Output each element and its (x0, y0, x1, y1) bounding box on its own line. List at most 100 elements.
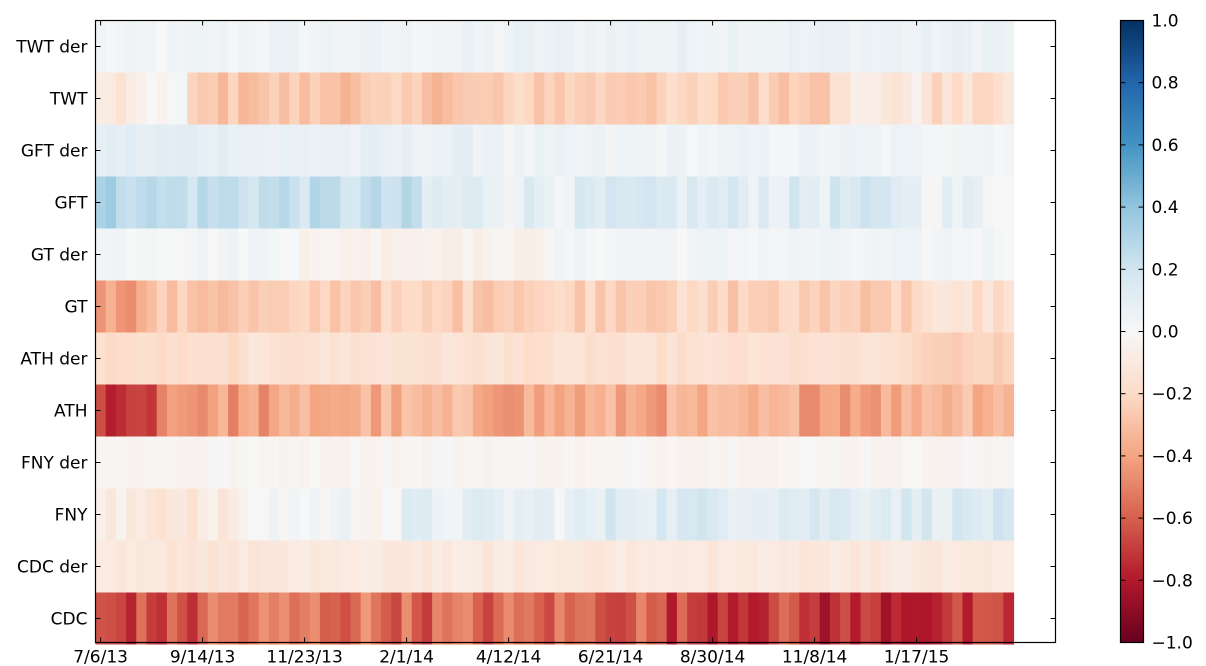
heatmap-cell (595, 540, 607, 593)
heatmap-cell (636, 228, 647, 281)
heatmap-cell (738, 280, 749, 333)
heatmap-cell (534, 124, 545, 177)
heatmap-cell (666, 176, 678, 229)
heatmap-cell (187, 540, 199, 593)
heatmap-cell (156, 20, 168, 73)
heatmap-cell (717, 228, 729, 281)
heatmap-cell (452, 488, 464, 541)
heatmap-cell (432, 592, 443, 645)
heatmap-cell (330, 124, 341, 177)
heatmap-cell (829, 20, 841, 73)
heatmap-cell (319, 436, 331, 489)
heatmap-cell (105, 280, 117, 333)
heatmap-cell (554, 228, 566, 281)
heatmap-cell (697, 20, 709, 73)
heatmap-cell (248, 540, 260, 593)
heatmap-cell (697, 332, 709, 385)
heatmap-cell (646, 436, 658, 489)
heatmap-cell (952, 592, 964, 645)
heatmap-cell (1003, 540, 1015, 593)
heatmap-cell (921, 488, 933, 541)
heatmap-cell (381, 436, 392, 489)
heatmap-cell (432, 384, 443, 437)
heatmap-cells (95, 20, 1015, 645)
heatmap-cell (911, 280, 923, 333)
heatmap-cell (228, 332, 239, 385)
heatmap-cell (462, 384, 474, 437)
heatmap-cell (391, 332, 403, 385)
heatmap-cell (268, 176, 280, 229)
colorbar-tick-label: −0.8 (1152, 571, 1193, 591)
heatmap-cell (228, 124, 239, 177)
heatmap-cell (850, 72, 862, 125)
heatmap-cell (819, 228, 831, 281)
heatmap-cell (228, 228, 239, 281)
heatmap-cell (585, 436, 596, 489)
heatmap-cell (748, 124, 760, 177)
heatmap-cell (452, 228, 464, 281)
heatmap-cell (238, 20, 250, 73)
heatmap-cell (840, 436, 851, 489)
row-label: GFT der (21, 142, 88, 162)
heatmap-cell (717, 384, 729, 437)
heatmap-cell (748, 540, 760, 593)
heatmap-cell (768, 540, 780, 593)
heatmap-cell (217, 488, 229, 541)
heatmap-cell (452, 540, 464, 593)
heatmap-cell (758, 176, 770, 229)
heatmap-cell (962, 20, 974, 73)
heatmap-cell (146, 332, 158, 385)
heatmap-cell (289, 228, 301, 281)
heatmap-cell (758, 228, 770, 281)
heatmap-cell (554, 384, 566, 437)
heatmap-cell (656, 280, 668, 333)
heatmap-cell (574, 540, 586, 593)
heatmap-cell (931, 280, 943, 333)
heatmap-cell (279, 540, 290, 593)
heatmap-cell (860, 20, 872, 73)
heatmap-cell (789, 384, 800, 437)
heatmap-cell (850, 592, 862, 645)
heatmap-cell (850, 124, 862, 177)
colorbar-tick-label: 0.6 (1152, 136, 1179, 156)
heatmap-cell (279, 592, 290, 645)
heatmap-cell (370, 436, 382, 489)
heatmap-cell (891, 332, 902, 385)
heatmap-cell (707, 540, 719, 593)
heatmap-cell (595, 436, 607, 489)
heatmap-cell (299, 176, 311, 229)
heatmap-cell (901, 176, 913, 229)
heatmap-cell (534, 72, 545, 125)
heatmap-cell (880, 332, 892, 385)
heatmap-cell (585, 592, 596, 645)
heatmap-cell (982, 176, 994, 229)
heatmap-cell (421, 436, 433, 489)
heatmap-cell (350, 436, 362, 489)
heatmap-cell (268, 20, 280, 73)
heatmap-cell (962, 436, 974, 489)
heatmap-cell (921, 592, 933, 645)
heatmap-cell (585, 72, 596, 125)
heatmap-cell (391, 592, 403, 645)
heatmap-cell (207, 488, 219, 541)
heatmap-cell (738, 228, 749, 281)
heatmap-cell (442, 332, 454, 385)
heatmap-cell (595, 72, 607, 125)
heatmap-cell (625, 540, 637, 593)
heatmap-cell (197, 176, 209, 229)
heatmap-cell (564, 176, 576, 229)
heatmap-cell (279, 436, 290, 489)
heatmap-cell (156, 332, 168, 385)
heatmap-cell (789, 540, 800, 593)
heatmap-cell (880, 436, 892, 489)
heatmap-cell (911, 592, 923, 645)
heatmap-cell (350, 332, 362, 385)
heatmap-cell (962, 124, 974, 177)
heatmap-cell (166, 280, 178, 333)
heatmap-cell (748, 228, 760, 281)
heatmap-cell (819, 332, 831, 385)
heatmap-cell (136, 540, 148, 593)
heatmap-cell (330, 228, 341, 281)
heatmap-cell (768, 228, 780, 281)
heatmap-cell (585, 384, 596, 437)
